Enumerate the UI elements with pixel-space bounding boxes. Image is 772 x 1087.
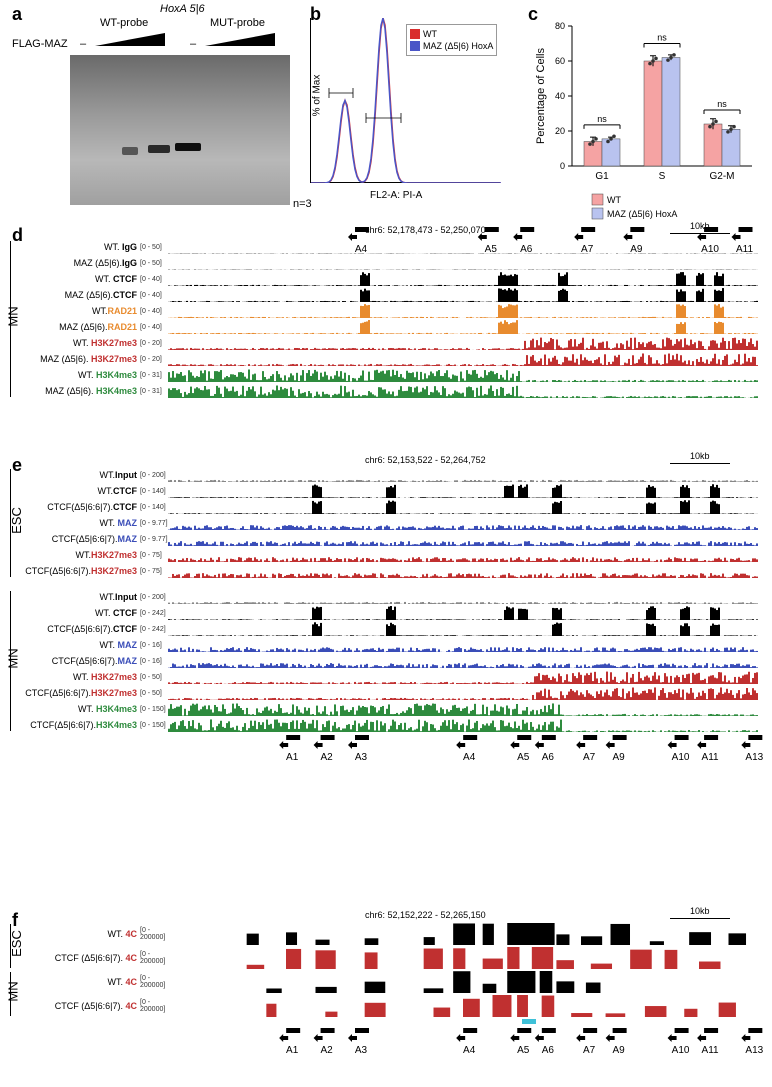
gel-image <box>70 55 290 205</box>
facs-ylabel: % of Max <box>311 75 322 117</box>
minus-1: – <box>80 38 86 50</box>
svg-text:20: 20 <box>555 126 565 136</box>
svg-text:A4: A4 <box>355 244 368 255</box>
svg-text:S: S <box>659 171 666 182</box>
svg-text:WT: WT <box>607 195 621 205</box>
svg-text:G2-M: G2-M <box>710 171 735 182</box>
mut-probe-label: MUT-probe <box>210 17 265 29</box>
svg-text:G1: G1 <box>595 171 609 182</box>
svg-text:Percentage of Cells: Percentage of Cells <box>535 48 547 144</box>
panel-a-label: a <box>12 4 22 25</box>
legend-maz: MAZ (Δ5|6) HoxA <box>423 40 493 52</box>
svg-text:A9: A9 <box>630 244 643 255</box>
legend-wt: WT <box>423 28 437 40</box>
panel-e-tracks: chr6: 52,153,522 - 52,264,75210kbWT.Inpu… <box>0 455 772 733</box>
triangle-1 <box>95 33 165 46</box>
triangle-2 <box>205 33 275 46</box>
flag-maz-label: FLAG-MAZ <box>12 38 68 50</box>
svg-text:A6: A6 <box>520 244 533 255</box>
svg-text:A5: A5 <box>485 244 498 255</box>
band-3 <box>175 143 201 151</box>
svg-text:A10: A10 <box>701 244 719 255</box>
svg-text:MAZ (Δ5|6) HoxA: MAZ (Δ5|6) HoxA <box>607 209 677 219</box>
svg-text:60: 60 <box>555 56 565 66</box>
panel-d-tracks: chr6: 52,178,473 - 52,250,07010kbWT. IgG… <box>0 225 772 255</box>
band-1 <box>122 147 138 155</box>
bar-chart: 0 20 40 60 80 Percentage of Cells G1 ns Sns G2-M n… <box>530 18 755 183</box>
minus-2: – <box>190 38 196 50</box>
facs-plot: 020406080100 02004006008001000 WT MAZ (Δ… <box>310 18 500 183</box>
wt-probe-label: WT-probe <box>100 17 148 29</box>
svg-text:ns: ns <box>657 33 667 43</box>
svg-text:A7: A7 <box>581 244 594 255</box>
svg-text:ns: ns <box>717 99 727 109</box>
bar-svg: 0 20 40 60 80 Percentage of Cells G1 ns Sns G2-M n… <box>530 18 755 218</box>
svg-text:80: 80 <box>555 21 565 31</box>
svg-text:ns: ns <box>597 114 607 124</box>
svg-text:40: 40 <box>555 91 565 101</box>
facs-legend: WT MAZ (Δ5|6) HoxA <box>406 24 497 56</box>
svg-text:A11: A11 <box>736 244 753 255</box>
n-label: n=3 <box>293 198 312 210</box>
panel-a-title: HoxA 5|6 <box>160 3 205 15</box>
svg-text:0: 0 <box>560 161 565 171</box>
band-2 <box>148 145 170 153</box>
facs-xlabel: FL2-A: PI-A <box>370 190 422 201</box>
